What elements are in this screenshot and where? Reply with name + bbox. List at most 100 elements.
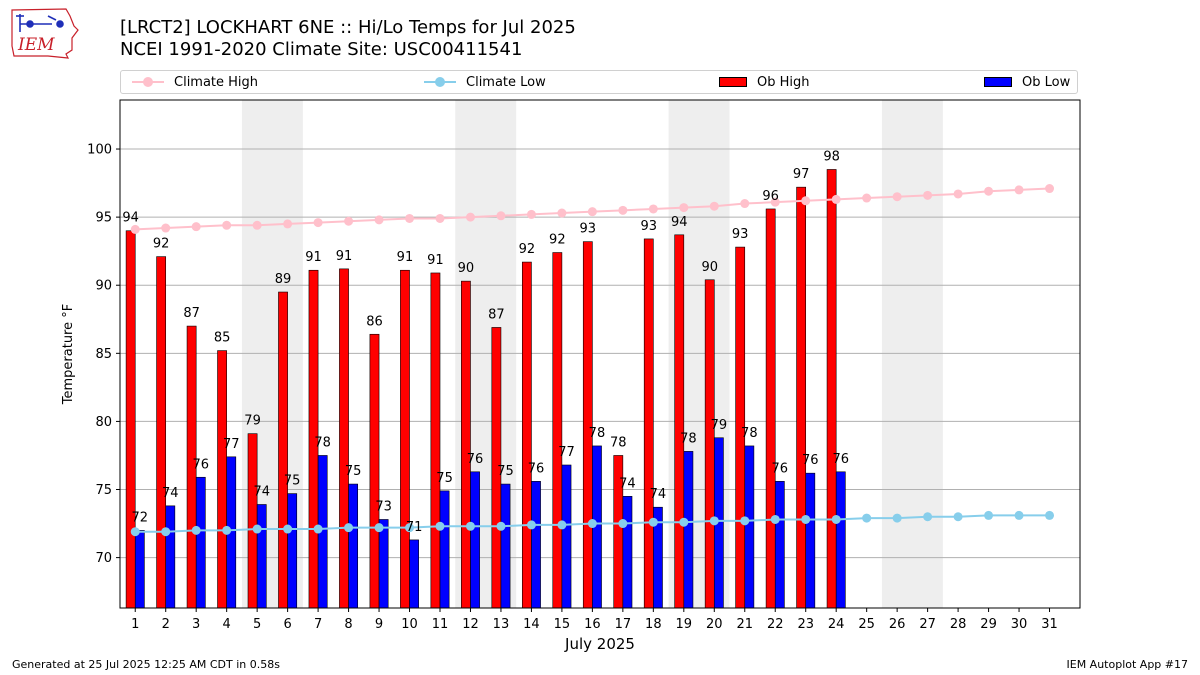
legend-label-climate-low: Climate Low — [466, 74, 546, 90]
ob-low-bar — [409, 539, 419, 609]
ob-low-label: 75 — [345, 464, 362, 479]
climate-low-point — [892, 513, 902, 523]
y-tick-label: 80 — [95, 415, 112, 430]
climate-low-point — [984, 510, 994, 520]
ob-high-bar — [461, 280, 471, 609]
ob-high-bar — [704, 279, 715, 609]
climate-high-point — [222, 220, 232, 230]
climate-high-point — [526, 209, 536, 219]
legend-item-climate-low: Climate Low — [424, 71, 546, 93]
ob-low-bar — [378, 519, 389, 609]
ob-low-label: 76 — [192, 457, 209, 472]
x-tick-label: 15 — [554, 617, 571, 632]
ob-low-label: 76 — [528, 461, 545, 476]
legend: Climate High Climate Low Ob High Ob Low — [120, 70, 1078, 94]
ob-low-label: 75 — [497, 464, 514, 479]
title-line-1: [LRCT2] LOCKHART 6NE :: Hi/Lo Temps for … — [120, 17, 576, 38]
ob-low-label: 73 — [375, 499, 392, 514]
climate-low-point — [801, 514, 811, 524]
ob-low-label: 78 — [680, 431, 697, 446]
climate-low-point — [161, 527, 171, 537]
ob-high-bar — [796, 186, 807, 609]
climate-low-point — [862, 513, 872, 523]
climate-high-point — [283, 219, 293, 229]
footer-app: IEM Autoplot App #17 — [1066, 658, 1189, 671]
climate-high-point — [923, 190, 933, 200]
climate-low-point — [648, 517, 658, 527]
ob-high-bar — [582, 241, 593, 609]
y-tick-label: 95 — [95, 211, 112, 226]
ob-high-bar — [552, 252, 563, 609]
climate-high-point — [374, 215, 384, 225]
x-tick-label: 22 — [767, 617, 784, 632]
ob-low-bar — [256, 504, 267, 609]
x-tick-label: 1 — [131, 617, 139, 632]
ob-high-label: 93 — [580, 222, 597, 237]
ob-high-bar — [674, 234, 685, 609]
ob-low-label: 75 — [436, 471, 453, 486]
ob-high-bar — [430, 272, 441, 609]
climate-high-point — [831, 194, 841, 204]
title-line-2: NCEI 1991-2020 Climate Site: USC00411541 — [120, 39, 523, 60]
climate-high-point — [435, 213, 445, 223]
climate-high-point — [130, 224, 140, 234]
weekend-shade — [881, 100, 943, 608]
y-tick-label: 70 — [95, 551, 112, 566]
climate-low-point — [679, 517, 689, 527]
x-tick-label: 20 — [706, 617, 723, 632]
x-tick-label: 5 — [253, 617, 261, 632]
x-tick-label: 2 — [162, 617, 170, 632]
climate-high-point — [953, 189, 963, 199]
ob-high-bar — [156, 256, 167, 609]
climate-high-point — [740, 199, 750, 209]
footer-generated: Generated at 25 Jul 2025 12:25 AM CDT in… — [12, 658, 280, 671]
climate-high-point — [984, 186, 994, 196]
x-tick-label: 17 — [615, 617, 632, 632]
ob-high-bar — [278, 291, 288, 609]
climate-high-point — [770, 197, 780, 207]
ob-high-label: 87 — [183, 306, 200, 321]
ob-high-label: 92 — [519, 242, 536, 257]
iem-logo: IEM — [11, 8, 79, 59]
ob-high-bar — [765, 208, 776, 609]
ob-high-bar — [521, 261, 532, 609]
ob-low-label: 76 — [832, 452, 849, 467]
climate-high-point — [252, 220, 262, 230]
climate-high-point — [496, 211, 506, 221]
climate-low-point — [252, 524, 262, 534]
ob-low-swatch — [984, 77, 1012, 87]
climate-high-point — [313, 218, 323, 228]
x-tick-label: 7 — [314, 617, 322, 632]
climate-low-point — [923, 512, 933, 522]
ob-low-bar — [561, 464, 572, 609]
ob-low-label: 74 — [253, 484, 270, 499]
ob-high-label: 78 — [610, 435, 627, 450]
x-tick-label: 26 — [889, 617, 906, 632]
ob-high-label: 94 — [122, 211, 139, 226]
ob-low-bar — [500, 483, 511, 609]
ob-high-bar — [400, 269, 410, 609]
ob-low-bar — [165, 505, 176, 609]
ob-low-bar — [622, 496, 633, 609]
ob-high-label: 90 — [701, 260, 718, 275]
x-tick-label: 19 — [676, 617, 693, 632]
ob-high-label: 87 — [488, 307, 505, 322]
legend-label-ob-high: Ob High — [757, 74, 810, 90]
climate-low-point — [130, 527, 140, 537]
climate-high-point — [557, 208, 567, 218]
ob-high-label: 91 — [305, 250, 322, 265]
climate-low-point — [191, 525, 201, 535]
x-tick-label: 28 — [950, 617, 967, 632]
ob-low-label: 71 — [406, 520, 423, 535]
ob-high-bar — [247, 433, 258, 609]
climate-high-point — [1045, 184, 1055, 194]
climate-high-point — [1014, 185, 1024, 195]
climate-low-point — [344, 523, 354, 533]
ob-low-label: 76 — [772, 461, 789, 476]
climate-low-point — [709, 516, 719, 526]
climate-low-point — [313, 524, 323, 534]
climate-high-point — [465, 212, 475, 222]
ob-low-label: 79 — [711, 418, 728, 433]
ob-low-label: 76 — [802, 453, 819, 468]
